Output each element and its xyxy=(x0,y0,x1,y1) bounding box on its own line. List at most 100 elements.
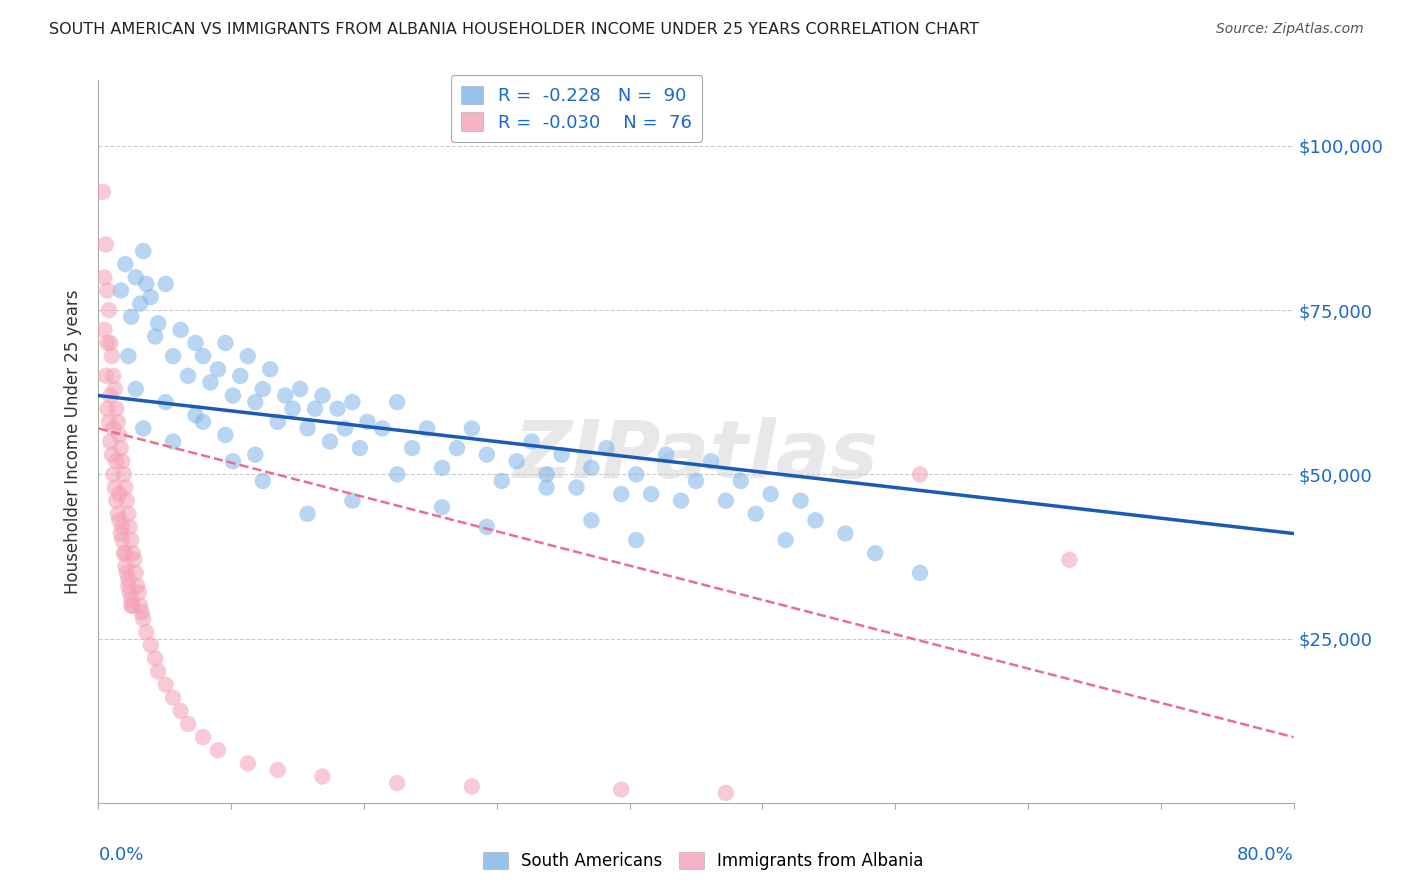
Point xyxy=(121,546,143,560)
Point xyxy=(120,310,142,324)
Point xyxy=(155,677,177,691)
Point xyxy=(259,362,281,376)
Point xyxy=(97,415,120,429)
Point xyxy=(101,349,124,363)
Point xyxy=(610,782,633,797)
Point xyxy=(789,493,811,508)
Text: 80.0%: 80.0% xyxy=(1237,847,1294,864)
Point xyxy=(135,625,157,640)
Point xyxy=(114,546,136,560)
Point xyxy=(91,185,114,199)
Point xyxy=(121,599,143,613)
Point xyxy=(214,336,236,351)
Point xyxy=(112,546,135,560)
Legend: R =  -0.228   N =  90, R =  -0.030    N =  76: R = -0.228 N = 90, R = -0.030 N = 76 xyxy=(451,75,702,143)
Point xyxy=(177,368,200,383)
Point xyxy=(125,382,148,396)
Point xyxy=(98,434,122,449)
Point xyxy=(132,612,155,626)
Point xyxy=(111,533,134,547)
Point xyxy=(115,493,138,508)
Point xyxy=(714,786,737,800)
Point xyxy=(143,329,166,343)
Point xyxy=(143,651,166,665)
Point xyxy=(804,513,827,527)
Point xyxy=(200,376,222,390)
Point xyxy=(297,507,319,521)
Point xyxy=(108,513,131,527)
Point xyxy=(834,526,856,541)
Point xyxy=(117,573,139,587)
Point xyxy=(385,467,409,482)
Point xyxy=(229,368,252,383)
Point xyxy=(252,474,274,488)
Point xyxy=(626,533,648,547)
Text: SOUTH AMERICAN VS IMMIGRANTS FROM ALBANIA HOUSEHOLDER INCOME UNDER 25 YEARS CORR: SOUTH AMERICAN VS IMMIGRANTS FROM ALBANI… xyxy=(49,22,979,37)
Point xyxy=(114,481,136,495)
Point xyxy=(139,638,162,652)
Point xyxy=(96,401,118,416)
Point xyxy=(274,388,297,402)
Point xyxy=(207,743,229,757)
Point xyxy=(759,487,782,501)
Point xyxy=(745,507,768,521)
Point xyxy=(342,493,364,508)
Point xyxy=(148,316,170,330)
Point xyxy=(311,388,333,402)
Point xyxy=(125,566,148,580)
Point xyxy=(207,362,229,376)
Point xyxy=(115,566,138,580)
Legend: South Americans, Immigrants from Albania: South Americans, Immigrants from Albania xyxy=(475,845,931,877)
Point xyxy=(105,493,128,508)
Point xyxy=(110,441,132,455)
Point xyxy=(118,520,141,534)
Text: 0.0%: 0.0% xyxy=(98,847,143,864)
Point xyxy=(385,395,409,409)
Point xyxy=(536,481,558,495)
Text: Source: ZipAtlas.com: Source: ZipAtlas.com xyxy=(1216,22,1364,37)
Point xyxy=(98,388,122,402)
Point xyxy=(94,368,117,383)
Point xyxy=(297,421,319,435)
Point xyxy=(107,507,129,521)
Point xyxy=(581,513,603,527)
Point xyxy=(506,454,529,468)
Point xyxy=(101,448,124,462)
Point xyxy=(565,481,588,495)
Point xyxy=(110,526,132,541)
Point xyxy=(626,467,648,482)
Y-axis label: Householder Income Under 25 years: Householder Income Under 25 years xyxy=(65,289,83,594)
Point xyxy=(110,284,132,298)
Point xyxy=(655,448,678,462)
Point xyxy=(714,493,737,508)
Point xyxy=(491,474,513,488)
Point xyxy=(162,690,184,705)
Point xyxy=(135,277,157,291)
Point xyxy=(461,421,484,435)
Point xyxy=(169,323,191,337)
Point xyxy=(184,409,207,423)
Point xyxy=(288,382,311,396)
Point xyxy=(252,382,274,396)
Point xyxy=(108,428,131,442)
Point xyxy=(97,303,120,318)
Point xyxy=(111,454,134,468)
Point xyxy=(94,237,117,252)
Point xyxy=(236,349,259,363)
Point xyxy=(120,599,142,613)
Point xyxy=(111,520,134,534)
Point xyxy=(236,756,259,771)
Point xyxy=(191,349,214,363)
Point xyxy=(245,448,267,462)
Point xyxy=(169,704,191,718)
Point xyxy=(245,395,267,409)
Point xyxy=(129,296,152,310)
Point xyxy=(908,467,931,482)
Point xyxy=(342,395,364,409)
Point xyxy=(700,454,723,468)
Text: ZIPatlas: ZIPatlas xyxy=(513,417,879,495)
Point xyxy=(103,368,125,383)
Point xyxy=(311,770,333,784)
Point xyxy=(117,507,139,521)
Point xyxy=(267,763,290,777)
